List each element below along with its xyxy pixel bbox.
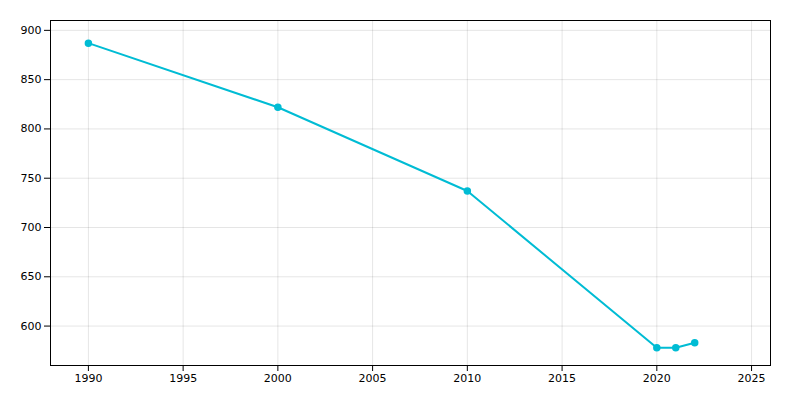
svg-text:2025: 2025 <box>738 372 766 385</box>
svg-text:1995: 1995 <box>169 372 197 385</box>
svg-text:750: 750 <box>21 172 42 185</box>
svg-text:900: 900 <box>21 24 42 37</box>
svg-text:850: 850 <box>21 73 42 86</box>
svg-text:2005: 2005 <box>359 372 387 385</box>
svg-text:2020: 2020 <box>643 372 671 385</box>
svg-text:2015: 2015 <box>548 372 576 385</box>
svg-text:1990: 1990 <box>74 372 102 385</box>
svg-text:800: 800 <box>21 122 42 135</box>
svg-text:650: 650 <box>21 270 42 283</box>
svg-text:2010: 2010 <box>453 372 481 385</box>
svg-text:600: 600 <box>21 320 42 333</box>
svg-text:700: 700 <box>21 221 42 234</box>
svg-text:2000: 2000 <box>264 372 292 385</box>
